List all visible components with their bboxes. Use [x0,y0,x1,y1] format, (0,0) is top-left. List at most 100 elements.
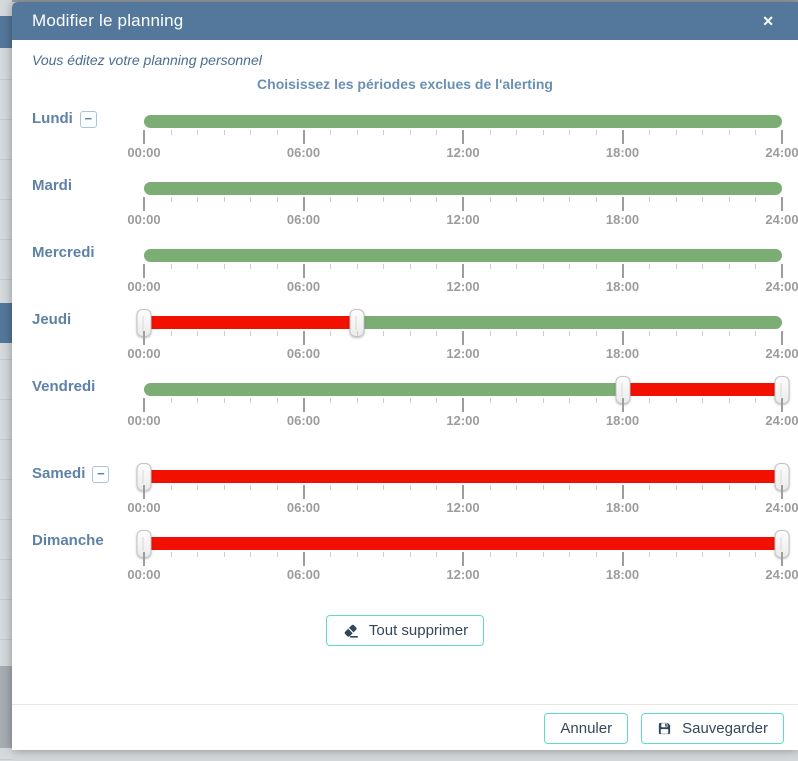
tick [223,485,225,490]
tick [516,485,518,490]
tick [409,485,411,490]
day-label-wrap: Mercredi [32,242,144,295]
tick [755,130,757,135]
tick [223,398,225,403]
time-label: 12:00 [446,279,480,294]
close-icon[interactable]: ✕ [762,13,774,29]
tick [781,264,783,278]
tick [702,130,704,135]
tick [595,485,597,490]
clear-all-button[interactable]: Tout supprimer [325,615,485,646]
tick [436,485,438,490]
slider-handle[interactable] [774,463,790,491]
remove-day-button[interactable]: − [79,111,97,128]
time-label: 18:00 [605,567,640,582]
tick [702,485,704,490]
slider-handle[interactable] [136,309,152,337]
tick [170,485,172,490]
tick [649,331,651,336]
tick [542,197,544,202]
day-row: Mardi 00:00 06:00 12:00 18:00 24:00 [32,175,798,228]
remove-day-button[interactable]: − [92,466,110,483]
day-label: Samedi [32,465,86,482]
tick [223,197,225,202]
tick-marks [143,398,783,413]
tick [302,197,305,211]
tick [250,130,252,135]
tick [489,264,491,269]
tick [143,197,145,211]
tick [462,264,464,278]
modal-subtitle: Vous éditez votre planning personnel [32,52,262,68]
time-labels: 00:00 06:00 12:00 18:00 24:00 [127,279,798,295]
time-label: 24:00 [765,413,798,428]
tick [649,552,651,557]
tick [649,398,651,403]
tick [516,264,518,269]
tick [276,264,278,269]
tick [302,130,305,144]
tick [675,552,677,557]
save-label: Sauvegarder [682,720,768,737]
slider-track[interactable] [144,249,782,262]
tick [170,264,172,269]
tick [223,552,225,557]
slider-segment-included [144,115,782,128]
tick [728,197,730,202]
tick [649,485,651,490]
tick [250,398,252,403]
cancel-button[interactable]: Annuler [544,713,629,744]
slider-track[interactable] [144,182,782,195]
slider-track[interactable] [144,470,782,483]
time-label: 12:00 [446,145,480,160]
tick [250,264,252,269]
day-label: Dimanche [32,532,104,549]
tick [569,197,571,202]
time-label: 12:00 [446,212,480,227]
tick [356,331,358,336]
slider-track[interactable] [144,115,782,128]
tick [755,552,757,557]
time-label: 06:00 [286,413,321,428]
tick [330,485,332,490]
modal-footer: Annuler Sauvegarder [12,704,798,750]
slider-handle[interactable] [349,309,365,337]
slider-track[interactable] [144,316,782,329]
tick [356,398,358,403]
tick [621,552,624,566]
tick [569,331,571,336]
tick [755,398,757,403]
slider-track[interactable] [144,383,782,396]
time-label: 00:00 [127,413,161,428]
slider-track[interactable] [144,537,782,550]
tick [649,264,651,269]
tick [383,264,385,269]
tick [436,398,438,403]
tick [276,331,278,336]
day-row: Lundi −00:00 06:00 12:00 18:00 24:00 [32,108,798,161]
tick [595,197,597,202]
tick [542,264,544,269]
save-button[interactable]: Sauvegarder [641,713,784,744]
day-label: Jeudi [32,311,72,328]
tick [781,485,783,499]
tick [302,264,305,278]
time-label: 12:00 [446,567,480,582]
tick [276,197,278,202]
tick [356,130,358,135]
slider-segment-excluded [144,537,782,550]
tick [728,398,730,403]
tick [489,398,491,403]
slider-segment-excluded [144,316,357,329]
tick [542,485,544,490]
time-label: 12:00 [446,500,480,515]
modal-heading: Choisissez les périodes exclues de l'ale… [257,76,553,92]
time-label: 00:00 [127,567,161,582]
tick [250,552,252,557]
time-labels: 00:00 06:00 12:00 18:00 24:00 [127,212,798,228]
tick [330,130,332,135]
tick [436,552,438,557]
tick [781,398,783,412]
time-range-slider: 00:00 06:00 12:00 18:00 24:00 [127,175,798,228]
tick [436,264,438,269]
